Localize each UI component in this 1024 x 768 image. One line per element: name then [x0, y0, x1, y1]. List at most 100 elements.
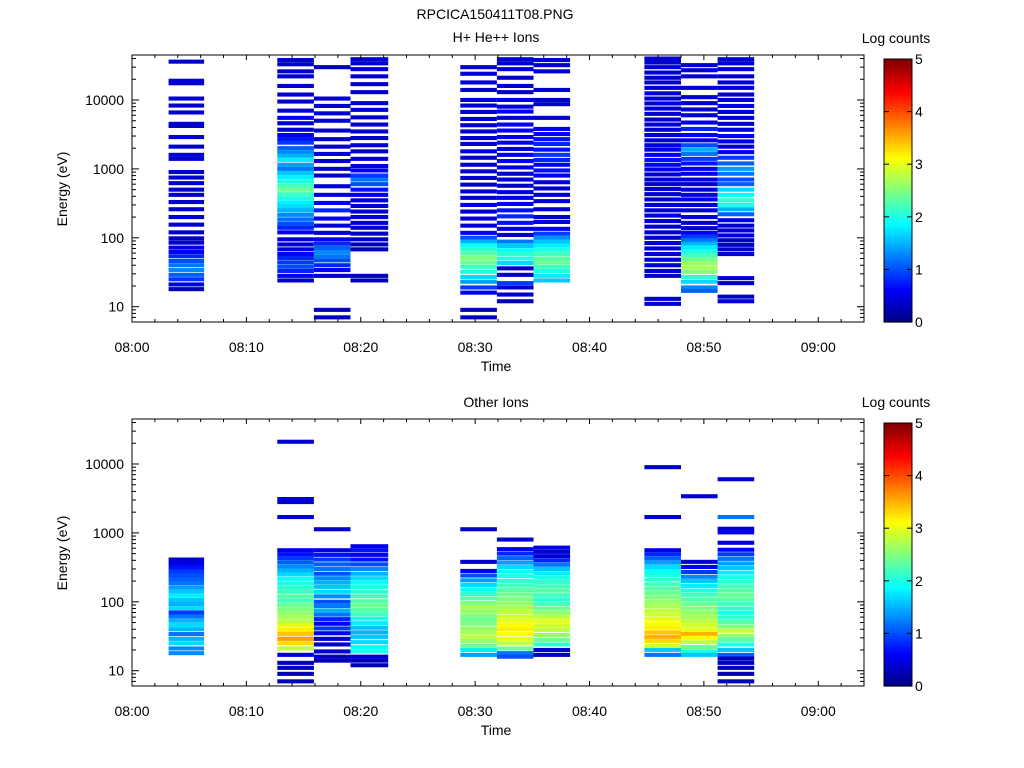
heatmap-cell — [168, 598, 205, 603]
heatmap-cell — [681, 208, 718, 213]
x-tick-label: 08:40 — [572, 703, 607, 719]
heatmap-cell — [168, 96, 205, 101]
heatmap-cell — [496, 654, 534, 659]
heatmap-cell — [681, 182, 718, 187]
colorbar-swatch — [884, 643, 912, 648]
heatmap-cell — [313, 594, 351, 599]
heatmap-cell — [644, 177, 681, 182]
heatmap-cell — [350, 90, 389, 95]
heatmap-cell — [277, 500, 314, 505]
heatmap-cell — [168, 593, 205, 598]
heatmap-cell — [168, 254, 205, 259]
colorbar-swatch — [884, 496, 912, 500]
heatmap-cell — [644, 577, 681, 582]
heatmap-cell — [496, 285, 534, 290]
heatmap-cell — [644, 80, 681, 85]
colorbar-swatch — [884, 198, 912, 202]
heatmap-cell — [717, 233, 755, 238]
colorbar-swatch — [884, 509, 912, 514]
heatmap-cell — [496, 560, 534, 565]
heatmap-cell — [644, 172, 681, 177]
heatmap-cell — [644, 296, 681, 301]
heatmap-cell — [313, 200, 351, 205]
heatmap-cell — [168, 641, 205, 646]
heatmap-cell — [496, 569, 534, 574]
heatmap-cell — [313, 631, 351, 636]
heatmap-cell — [460, 587, 497, 592]
colorbar-swatch — [884, 559, 912, 563]
colorbar-swatch — [884, 166, 912, 171]
colorbar-swatch — [884, 596, 912, 600]
x-axis-label: Time — [481, 722, 512, 738]
heatmap-cell — [277, 611, 314, 616]
heatmap-cell — [460, 613, 497, 618]
heatmap-cell — [168, 236, 205, 241]
colorbar-swatch — [884, 522, 912, 527]
colorbar-swatch — [884, 444, 912, 448]
heatmap-cell — [313, 128, 351, 133]
heatmap-cell — [313, 273, 351, 278]
heatmap-cell — [277, 623, 314, 628]
heatmap-cell — [460, 634, 497, 639]
heatmap-cell — [277, 278, 314, 283]
heatmap-cell — [644, 56, 681, 61]
colorbar-swatch — [884, 308, 912, 313]
colorbar-swatch — [884, 243, 912, 247]
heatmap-cell — [496, 292, 534, 297]
heatmap-cell — [533, 69, 571, 74]
x-tick-label: 09:00 — [801, 703, 836, 719]
heatmap-cell — [313, 241, 351, 246]
heatmap-cell — [644, 647, 681, 652]
heatmap-cell — [496, 214, 534, 219]
heatmap-cell — [313, 159, 351, 164]
colorbar-swatch — [884, 237, 912, 242]
heatmap-cell — [168, 569, 205, 574]
heatmap-cell — [460, 116, 497, 121]
heatmap-cell — [717, 61, 755, 66]
heatmap-cell — [350, 173, 389, 178]
heatmap-cell — [681, 579, 718, 584]
heatmap-cell — [681, 606, 718, 611]
colorbar-swatch — [884, 515, 912, 519]
colorbar-swatch — [884, 119, 912, 123]
heatmap-cell — [681, 494, 718, 499]
heatmap-cell — [460, 617, 497, 622]
colorbar-swatch — [884, 504, 912, 508]
colorbar-swatch — [884, 678, 912, 682]
colorbar-swatch — [884, 488, 912, 492]
heatmap-cell — [168, 230, 205, 235]
heatmap-cell — [460, 175, 497, 180]
heatmap-cell — [168, 282, 205, 287]
colorbar-swatch — [884, 274, 912, 278]
colorbar-swatch — [884, 137, 912, 142]
heatmap-cell — [681, 627, 718, 632]
colorbar-swatch — [884, 158, 912, 163]
heatmap-cell — [644, 197, 681, 202]
colorbar-swatch — [884, 533, 912, 537]
heatmap-cell — [313, 527, 351, 532]
heatmap-cell — [350, 209, 389, 214]
colorbar-swatch — [884, 130, 912, 134]
colorbar-swatch — [884, 549, 912, 553]
heatmap-cell — [533, 168, 571, 173]
heatmap-cell — [644, 143, 681, 148]
heatmap-cell — [717, 656, 755, 661]
heatmap-cell — [277, 556, 314, 561]
heatmap-cell — [644, 147, 681, 152]
heatmap-cell — [717, 593, 755, 598]
heatmap-cell — [533, 239, 571, 244]
heatmap-cell — [496, 75, 534, 80]
heatmap-cell — [168, 152, 205, 157]
heatmap-cell — [277, 69, 314, 74]
heatmap-cell — [533, 199, 571, 204]
colorbar-swatch — [884, 543, 912, 548]
colorbar-swatch — [884, 266, 912, 270]
heatmap-cell — [681, 101, 718, 106]
heatmap-cell — [533, 545, 571, 550]
heatmap-cell — [496, 171, 534, 176]
heatmap-cell — [717, 97, 755, 102]
colorbar-swatch — [884, 459, 912, 464]
heatmap-cell — [313, 223, 351, 228]
heatmap-cell — [313, 642, 351, 647]
heatmap-cell — [313, 166, 351, 171]
